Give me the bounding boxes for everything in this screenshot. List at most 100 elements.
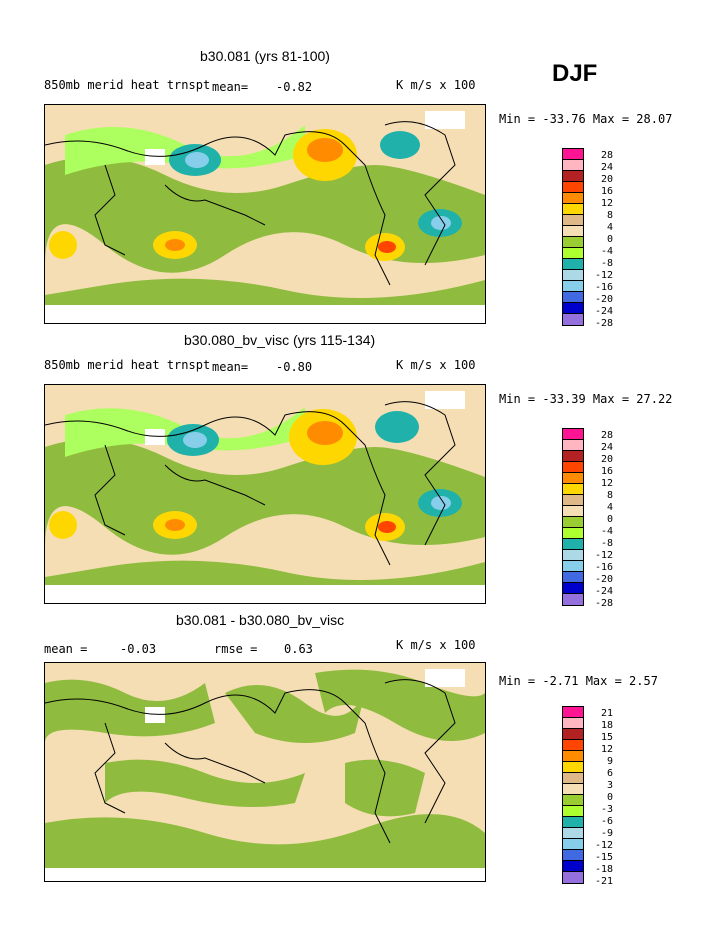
diff-negative-4 <box>105 759 305 807</box>
missing-antarctica <box>45 305 485 323</box>
tick: 0 <box>606 792 613 803</box>
panel3-minmax: Min = -2.71 Max = 2.57 <box>499 674 658 688</box>
panel3-rmse-value: 0.63 <box>284 642 313 656</box>
panel3-map-svg <box>45 663 485 881</box>
panel3-colorbar <box>562 706 584 884</box>
trough-na <box>375 411 419 443</box>
panel2-map-svg <box>45 385 485 603</box>
tick: 12 <box>600 744 613 755</box>
panel2-minmax: Min = -33.39 Max = 27.22 <box>499 392 673 406</box>
panel2-title: b30.080_bv_visc (yrs 115-134) <box>184 332 376 348</box>
missing-antarctica <box>45 868 485 881</box>
tick: -12 <box>594 270 613 281</box>
tick: 16 <box>600 466 613 477</box>
tick: -18 <box>594 864 613 875</box>
tick: 28 <box>600 430 613 441</box>
missing-tibet <box>145 429 165 445</box>
coastlines <box>45 121 456 286</box>
tick: 6 <box>606 768 613 779</box>
missing-tibet <box>145 149 165 165</box>
tick: 0 <box>606 234 613 245</box>
ridge-sa-core <box>378 521 396 533</box>
tick: -28 <box>594 318 613 329</box>
ridge-pacific-core <box>307 421 343 445</box>
tick: 18 <box>600 720 613 731</box>
panel1-colorbar <box>562 148 584 326</box>
tick: 12 <box>600 198 613 209</box>
tick: -20 <box>594 294 613 305</box>
tick: -20 <box>594 574 613 585</box>
tick: 0 <box>606 514 613 525</box>
tick: 12 <box>600 478 613 489</box>
tick: 3 <box>606 780 613 791</box>
tick: -6 <box>600 816 613 827</box>
ridge-sa-core <box>378 241 396 253</box>
panel1-mean-label: mean= <box>212 80 249 94</box>
coastlines <box>45 679 456 844</box>
panel2-colorbar <box>562 428 584 606</box>
tick: 20 <box>600 174 613 185</box>
panel3-title: b30.081 - b30.080_bv_visc <box>176 612 345 628</box>
panel3-rmse-label: rmse = <box>214 642 258 656</box>
panel1-mean-value: -0.82 <box>276 80 313 94</box>
panel1-map-svg <box>45 105 485 323</box>
panel3-mean-label: mean = <box>44 642 88 656</box>
tick: -4 <box>600 526 613 537</box>
missing-antarctica <box>45 585 485 603</box>
tick: -16 <box>594 282 613 293</box>
tick: -9 <box>600 828 613 839</box>
missing-tibet <box>145 707 165 723</box>
panel2-map <box>44 384 486 604</box>
diff-negative-2 <box>225 685 365 743</box>
tick: -28 <box>594 598 613 609</box>
tick: -12 <box>594 840 613 851</box>
tick: 4 <box>606 222 613 233</box>
tick: -15 <box>594 852 613 863</box>
trough-atlantic-core <box>431 216 451 230</box>
trough-na <box>380 131 420 159</box>
tick: 16 <box>600 186 613 197</box>
ridge-pacific-core <box>307 138 343 162</box>
panel1-minmax: Min = -33.76 Max = 28.07 <box>499 112 673 126</box>
trough-asia-core <box>183 432 207 448</box>
panel1-field-label: 850mb merid heat trnspt <box>44 78 211 92</box>
tick: -8 <box>600 258 613 269</box>
tick: -3 <box>600 804 613 815</box>
ridge-west <box>49 231 77 259</box>
diff-negative-1 <box>45 679 215 743</box>
diff-negative-5 <box>345 759 425 817</box>
panel2-units: K m/s x 100 <box>396 358 476 372</box>
ridge-west <box>49 511 77 539</box>
panel3-units: K m/s x 100 <box>396 638 476 652</box>
tick: 24 <box>600 442 613 453</box>
southern-band <box>45 560 485 590</box>
diff-negative-3 <box>315 669 485 741</box>
tick: 9 <box>606 756 613 767</box>
tick: 8 <box>606 490 613 501</box>
missing-greenland <box>425 669 465 687</box>
season-label: DJF <box>552 60 598 87</box>
tick: 8 <box>606 210 613 221</box>
tick: 20 <box>600 454 613 465</box>
tick: 15 <box>600 732 613 743</box>
ridge-indian-core <box>165 239 185 251</box>
missing-greenland <box>425 111 465 129</box>
trough-asia-core <box>185 152 209 168</box>
southern-band <box>45 278 485 310</box>
tick: 21 <box>600 708 613 719</box>
panel1-map <box>44 104 486 324</box>
tick: -24 <box>594 586 613 597</box>
ridge-indian-core <box>165 519 185 531</box>
panel2-mean-value: -0.80 <box>276 360 313 374</box>
tick: -21 <box>594 876 613 887</box>
tick: -16 <box>594 562 613 573</box>
panel2-mean-label: mean= <box>212 360 249 374</box>
tick: -8 <box>600 538 613 549</box>
panel3-mean-value: -0.03 <box>120 642 157 656</box>
tick: -4 <box>600 246 613 257</box>
coastlines <box>45 401 456 566</box>
tick: 24 <box>600 162 613 173</box>
